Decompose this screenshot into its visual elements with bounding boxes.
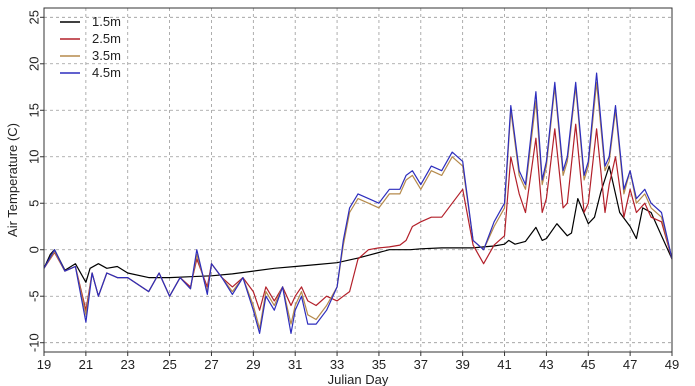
y-tick-label: 20 <box>27 57 42 71</box>
x-tick-label: 49 <box>665 357 679 372</box>
x-tick-label: 39 <box>455 357 469 372</box>
legend-label-2.5m: 2.5m <box>92 31 121 46</box>
y-tick-label: 25 <box>27 10 42 24</box>
legend-label-1.5m: 1.5m <box>92 14 121 29</box>
x-tick-label: 19 <box>37 357 51 372</box>
x-tick-label: 27 <box>204 357 218 372</box>
x-tick-label: 41 <box>497 357 511 372</box>
grid-layer <box>43 8 673 352</box>
x-tick-label: 33 <box>330 357 344 372</box>
x-tick-label: 47 <box>623 357 637 372</box>
x-tick-label: 31 <box>288 357 302 372</box>
x-tick-label: 43 <box>539 357 553 372</box>
series-line-4.5m <box>43 72 673 334</box>
legend-label-3.5m: 3.5m <box>92 48 121 63</box>
x-tick-label: 21 <box>79 357 93 372</box>
x-axis-label: Julian Day <box>328 372 389 386</box>
x-tick-label: 25 <box>162 357 176 372</box>
y-tick-label: 5 <box>27 200 42 207</box>
series-line-1.5m <box>43 165 673 283</box>
x-tick-label: 35 <box>372 357 386 372</box>
series-layer <box>43 72 673 334</box>
x-tick-label: 37 <box>414 357 428 372</box>
x-tick-label: 29 <box>246 357 260 372</box>
y-tick-label: 0 <box>27 246 42 253</box>
y-tick-label: -10 <box>27 333 42 352</box>
tick-layer: 19 21 23 25 27 29 31 33 35 37 39 41 43 45 47 49 -10 -5 0 5 1… <box>27 10 680 372</box>
x-tick-label: 45 <box>581 357 595 372</box>
y-tick-label: 10 <box>27 150 42 164</box>
plot-frame <box>43 7 673 353</box>
legend: 1.5m 2.5m 3.5m 4.5m <box>60 14 121 80</box>
y-tick-label: -5 <box>27 290 42 302</box>
y-axis-label: Air Temperature (C) <box>5 123 20 237</box>
legend-label-4.5m: 4.5m <box>92 65 121 80</box>
y-tick-label: 15 <box>27 103 42 117</box>
x-tick-label: 23 <box>120 357 134 372</box>
